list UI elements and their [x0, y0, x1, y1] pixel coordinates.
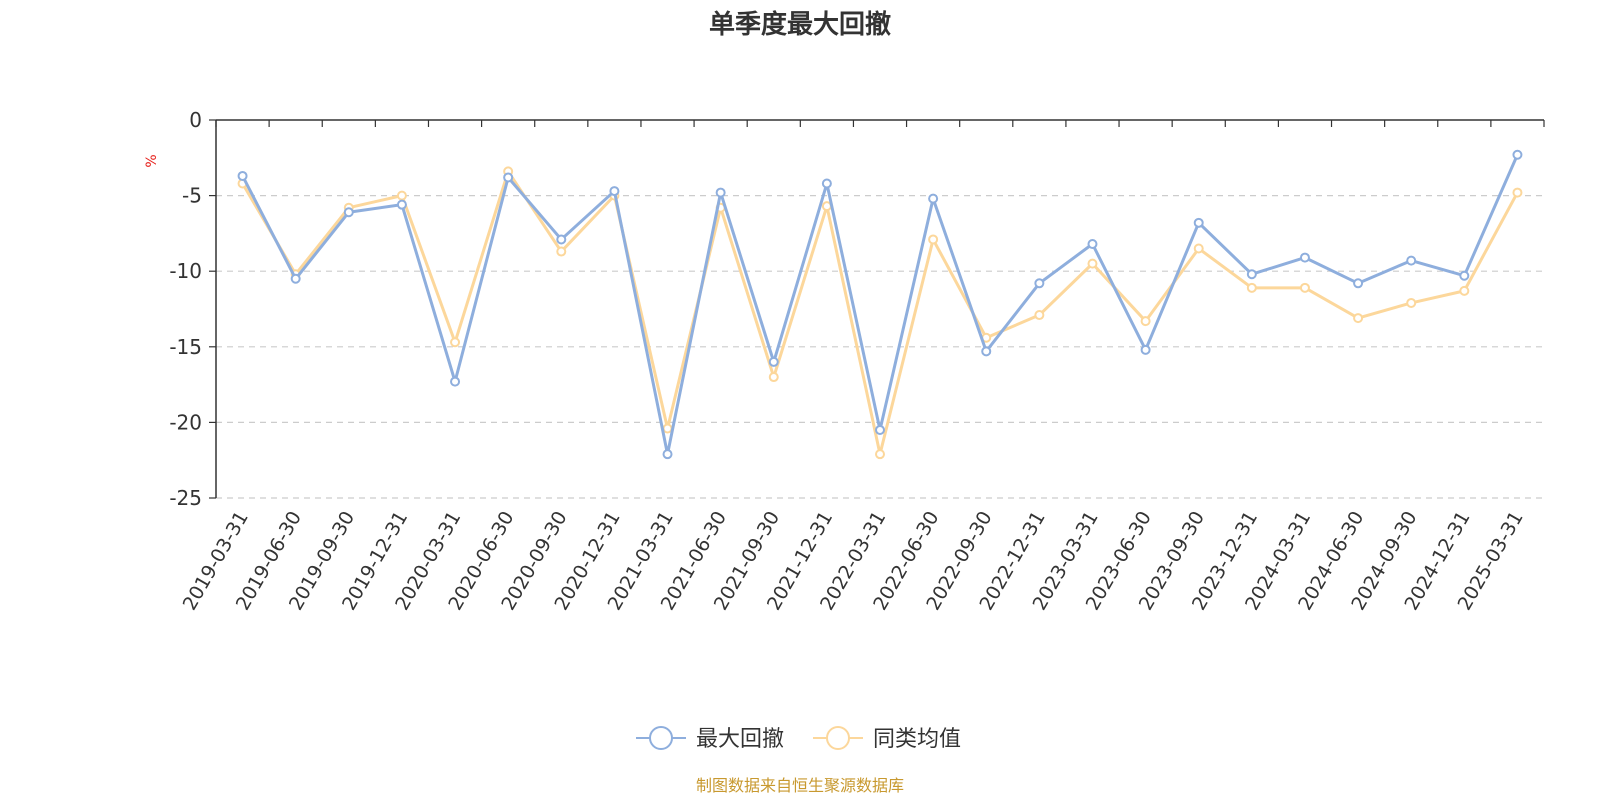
legend-label: 同类均值 [873, 727, 961, 752]
legend-marker [826, 726, 850, 750]
y-tick-label: -15 [169, 335, 202, 359]
data-point[interactable] [875, 424, 885, 435]
data-point[interactable] [1353, 278, 1364, 289]
data-point[interactable] [1246, 269, 1257, 280]
y-tick-label: -25 [169, 486, 202, 510]
data-point[interactable] [1512, 149, 1523, 160]
data-point[interactable] [1087, 258, 1098, 269]
data-point[interactable] [928, 193, 939, 204]
data-point[interactable] [662, 449, 673, 460]
data-point[interactable] [1406, 255, 1417, 266]
data-point[interactable] [981, 346, 992, 357]
series-最大回撤 [237, 149, 1523, 460]
series-同类均值 [237, 166, 1523, 460]
data-point[interactable] [503, 172, 514, 183]
data-point[interactable] [1353, 313, 1364, 324]
data-point[interactable] [1459, 285, 1470, 296]
y-tick-label: 0 [189, 108, 202, 132]
data-point[interactable] [1459, 270, 1470, 281]
data-point[interactable] [396, 199, 407, 210]
data-point[interactable] [450, 376, 461, 387]
chart-title: 单季度最大回撤 [709, 9, 891, 40]
data-point[interactable] [1246, 282, 1257, 293]
data-point[interactable] [928, 234, 939, 245]
data-point[interactable] [821, 178, 832, 189]
data-point[interactable] [875, 449, 885, 460]
y-unit-label: % [144, 154, 160, 167]
data-point[interactable] [396, 190, 407, 201]
data-point[interactable] [556, 246, 567, 257]
data-point[interactable] [1193, 243, 1204, 254]
grid-lines [216, 195, 1544, 499]
data-point[interactable] [1140, 316, 1151, 327]
data-point[interactable] [237, 170, 248, 181]
y-tick-label: -20 [169, 410, 202, 434]
data-point[interactable] [768, 356, 779, 367]
data-point[interactable] [1087, 238, 1098, 249]
data-point[interactable] [1034, 310, 1045, 321]
data-point[interactable] [768, 372, 779, 383]
series-lines [237, 149, 1523, 460]
y-tick-label: -10 [169, 259, 202, 283]
data-point[interactable] [450, 337, 461, 348]
data-source-note: 制图数据来自恒生聚源数据库 [696, 776, 904, 795]
data-point[interactable] [1193, 217, 1204, 228]
data-point[interactable] [343, 207, 354, 218]
y-tick-label: -5 [182, 184, 202, 208]
data-point[interactable] [556, 234, 567, 245]
data-point[interactable] [290, 273, 301, 284]
data-point[interactable] [1140, 344, 1151, 355]
legend-item[interactable]: 最大回撤 [636, 726, 784, 752]
legend[interactable]: 最大回撤 同类均值 [636, 726, 961, 752]
series-line [241, 154, 1519, 456]
data-point[interactable] [1406, 297, 1417, 308]
data-point[interactable] [1299, 252, 1310, 263]
data-point[interactable] [609, 186, 620, 197]
legend-item[interactable]: 同类均值 [813, 726, 961, 752]
legend-marker [649, 726, 673, 750]
legend-label: 最大回撤 [696, 727, 784, 752]
data-point[interactable] [662, 423, 673, 434]
data-point[interactable] [715, 187, 726, 198]
data-point[interactable] [1299, 282, 1310, 293]
data-point[interactable] [1034, 278, 1045, 289]
data-point[interactable] [1512, 187, 1523, 198]
axes: 0-5-10-15-20-252019-03-312019-06-302019-… [169, 108, 1545, 614]
